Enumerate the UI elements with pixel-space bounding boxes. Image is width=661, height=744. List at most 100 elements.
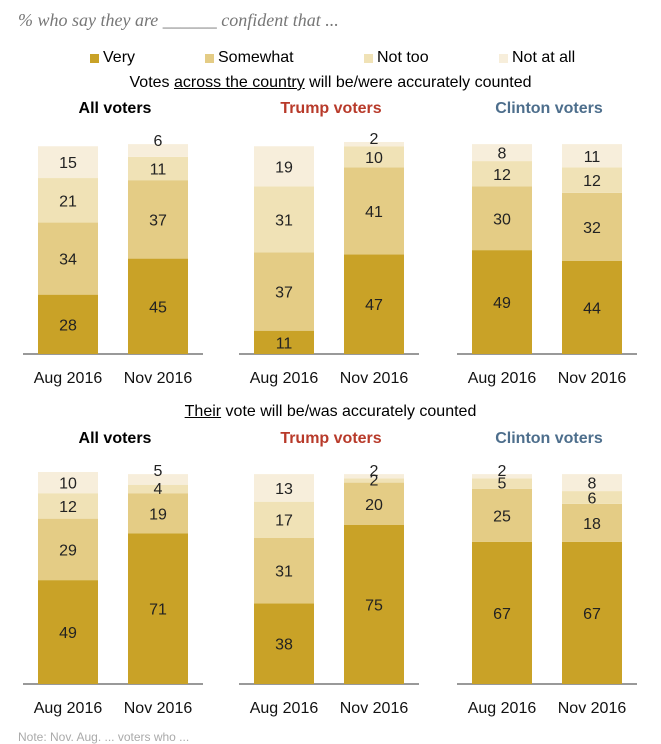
bar-segment-not-at-all-trump-voters-nov-p1 [344,142,404,147]
bar-segment-not-too-trump-voters-aug-p1 [254,186,314,253]
bar-segment-not-at-all-trump-voters-nov-p2 [344,474,404,479]
bar-segment-not-too-trump-voters-nov-p1 [344,146,404,168]
data-label-somewhat-clinton-voters-aug-p2: 25 [493,508,511,525]
data-label-not-at-all-trump-voters-aug-p2: 13 [275,481,293,498]
bar-segment-very-clinton-voters-nov-p2 [562,541,622,684]
bar-segment-not-too-trump-voters-aug-p2 [254,501,314,538]
legend-swatch-somewhat [205,54,214,63]
data-label-not-too-all-voters-nov-p1: 11 [150,162,167,179]
bar-segment-not-too-clinton-voters-nov-p2 [562,491,622,504]
panel-title-own-vote-underlined: Their [184,403,222,420]
group-title-clinton-voters-1: Clinton voters [495,100,603,117]
bar-segment-not-at-all-clinton-voters-nov-p2 [562,474,622,492]
footnote: Note: Nov. Aug. ... voters who ... [18,730,190,744]
panel-title-country-underlined: across the country [173,74,305,91]
data-label-not-at-all-trump-voters-nov-p1: 2 [370,131,379,148]
bar-segment-not-too-clinton-voters-nov-p1 [562,167,622,193]
bar-segment-somewhat-trump-voters-nov-p1 [344,167,404,255]
bar-segment-not-at-all-clinton-voters-aug-p2 [472,474,532,479]
data-label-somewhat-all-voters-aug-p1: 34 [59,252,77,269]
tick-label-clinton-voters-nov-p2: Nov 2016 [558,700,627,717]
data-label-not-at-all-trump-voters-nov-p2: 2 [370,463,379,480]
data-label-somewhat-all-voters-nov-p1: 37 [149,212,167,229]
bar-segment-very-all-voters-nov-p1 [128,258,188,354]
bar-segment-not-too-all-voters-aug-p2 [38,493,98,519]
legend-label-not-at-all: Not at all [512,49,576,66]
data-label-not-too-all-voters-aug-p2: 12 [59,499,77,516]
bar-segment-not-at-all-all-voters-aug-p2 [38,472,98,494]
data-label-very-clinton-voters-nov-p1: 44 [583,300,601,317]
bar-segment-not-at-all-all-voters-nov-p1 [128,144,188,157]
data-label-somewhat-all-voters-nov-p2: 19 [149,506,167,523]
bar-segment-very-trump-voters-aug-p2 [254,603,314,684]
data-label-very-all-voters-aug-p1: 28 [59,317,77,334]
group-title-trump-voters-1: Trump voters [280,100,382,117]
bar-segment-very-clinton-voters-aug-p2 [472,541,532,684]
data-label-very-trump-voters-aug-p1: 11 [276,335,293,352]
legend-label-very: Very [103,49,136,66]
group-title-trump-voters-2: Trump voters [280,430,382,447]
data-label-very-clinton-voters-aug-p2: 67 [493,606,511,623]
tick-label-trump-voters-nov-p1: Nov 2016 [340,370,409,387]
panel-title-country-post: will be/were accurately counted [304,74,532,91]
bar-segment-very-trump-voters-nov-p1 [344,254,404,354]
tick-label-all-voters-aug-p1: Aug 2016 [34,370,103,387]
data-label-not-too-trump-voters-nov-p1: 10 [365,150,383,167]
bar-segment-not-at-all-trump-voters-aug-p1 [254,146,314,187]
bar-segment-not-at-all-trump-voters-aug-p2 [254,474,314,502]
bar-segment-very-all-voters-aug-p2 [38,580,98,684]
data-label-somewhat-all-voters-aug-p2: 29 [59,542,77,559]
chart-subtitle: % who say they are ______ confident that… [18,10,339,30]
bar-segment-somewhat-clinton-voters-nov-p1 [562,192,622,261]
data-label-not-at-all-clinton-voters-nov-p1: 11 [584,149,601,166]
bar-segment-very-all-voters-nov-p2 [128,533,188,684]
data-label-not-at-all-trump-voters-aug-p1: 19 [275,159,293,176]
bar-segment-not-too-all-voters-nov-p1 [128,156,188,181]
data-label-not-too-all-voters-aug-p1: 21 [59,193,77,210]
data-label-not-too-clinton-voters-nov-p1: 12 [583,173,601,190]
data-label-very-clinton-voters-aug-p1: 49 [493,295,511,312]
data-label-not-at-all-clinton-voters-nov-p2: 8 [588,476,597,493]
data-label-not-too-trump-voters-aug-p1: 31 [275,212,293,229]
data-label-not-at-all-all-voters-nov-p1: 6 [154,133,163,150]
data-label-very-all-voters-aug-p2: 49 [59,625,77,642]
bar-segment-not-at-all-all-voters-nov-p2 [128,474,188,485]
bar-segment-somewhat-all-voters-nov-p2 [128,493,188,534]
data-label-very-all-voters-nov-p2: 71 [149,602,167,619]
bar-segment-somewhat-clinton-voters-aug-p1 [472,186,532,251]
tick-label-trump-voters-nov-p2: Nov 2016 [340,700,409,717]
bar-segment-very-clinton-voters-nov-p1 [562,260,622,354]
tick-label-all-voters-nov-p1: Nov 2016 [124,370,193,387]
legend-label-somewhat: Somewhat [218,49,294,66]
data-label-not-at-all-all-voters-aug-p1: 15 [59,155,77,172]
legend: Very Somewhat Not too Not at all [0,49,661,69]
bar-segment-not-too-clinton-voters-aug-p1 [472,161,532,187]
bar-segment-somewhat-all-voters-nov-p1 [128,180,188,259]
data-label-somewhat-trump-voters-nov-p1: 41 [365,204,383,221]
data-label-very-trump-voters-nov-p2: 75 [365,598,383,615]
data-label-somewhat-trump-voters-aug-p1: 37 [275,284,293,301]
data-label-not-too-clinton-voters-aug-p1: 12 [493,167,511,184]
tick-label-clinton-voters-nov-p1: Nov 2016 [558,370,627,387]
data-label-very-all-voters-nov-p1: 45 [149,299,167,316]
bar-segment-somewhat-all-voters-aug-p1 [38,222,98,295]
bar-segment-not-too-all-voters-nov-p2 [128,484,188,494]
group-title-all-voters-1: All voters [78,100,152,117]
tick-label-trump-voters-aug-p2: Aug 2016 [250,700,319,717]
bar-segment-somewhat-trump-voters-aug-p1 [254,252,314,331]
tick-label-clinton-voters-aug-p1: Aug 2016 [468,370,537,387]
bar-segment-not-at-all-clinton-voters-aug-p1 [472,144,532,162]
bar-segment-not-too-all-voters-aug-p1 [38,178,98,223]
bar-segment-not-at-all-all-voters-aug-p1 [38,146,98,179]
data-label-not-too-all-voters-nov-p2: 4 [154,481,163,498]
data-label-not-too-clinton-voters-nov-p2: 6 [588,490,597,507]
bar-segment-somewhat-trump-voters-aug-p2 [254,537,314,604]
data-label-somewhat-clinton-voters-aug-p1: 30 [493,211,511,228]
data-label-not-at-all-clinton-voters-aug-p2: 2 [498,463,507,480]
legend-swatch-not-too [364,54,373,63]
bar-segment-somewhat-clinton-voters-aug-p2 [472,488,532,542]
tick-label-trump-voters-aug-p1: Aug 2016 [250,370,319,387]
legend-swatch-very [90,54,99,63]
tick-label-clinton-voters-aug-p2: Aug 2016 [468,700,537,717]
